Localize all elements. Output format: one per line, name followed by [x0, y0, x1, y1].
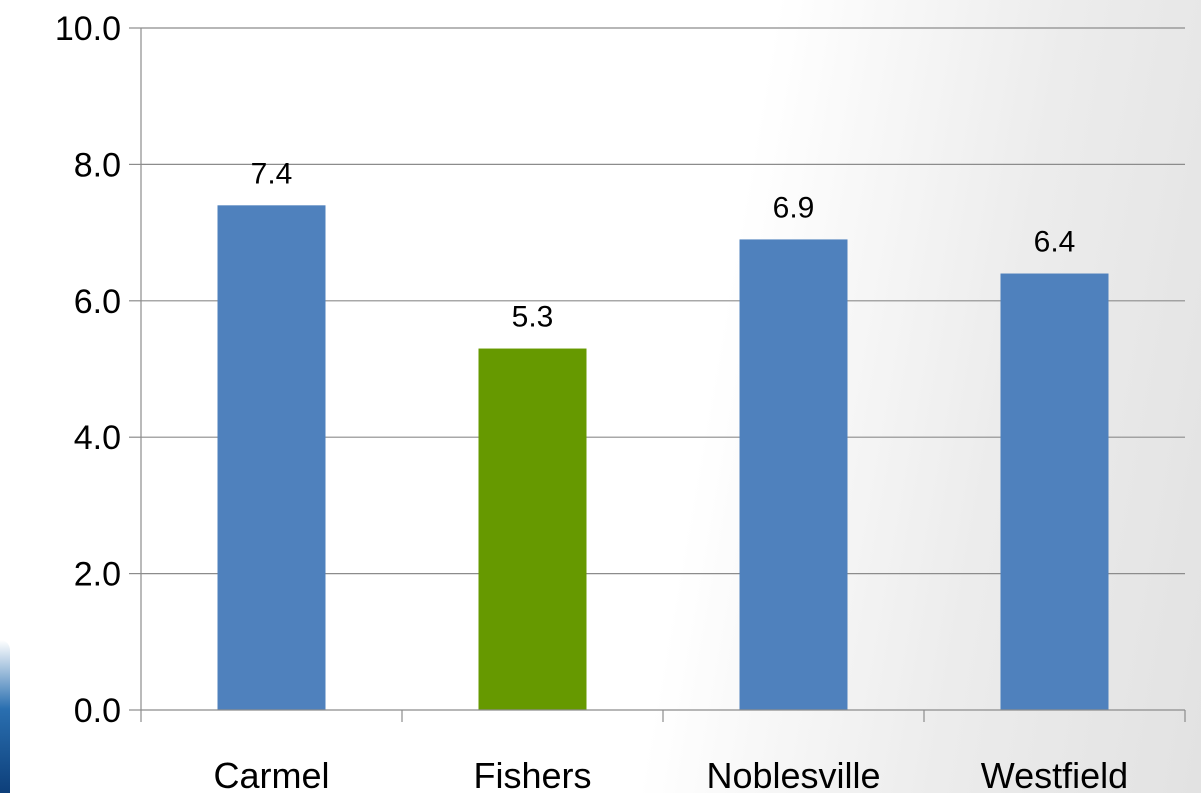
value-label: 6.9	[773, 191, 815, 224]
bar-carmel	[217, 205, 326, 710]
y-tick-label: 10.0	[55, 10, 121, 48]
x-axis-labels: Carmel Fishers Noblesville Westfield	[213, 755, 1128, 793]
bar-fishers	[478, 348, 587, 710]
value-label: 6.4	[1034, 226, 1076, 259]
value-label: 7.4	[251, 157, 293, 190]
y-tick-label: 4.0	[74, 419, 121, 457]
category-label: Westfield	[981, 755, 1128, 793]
axes	[129, 27, 1186, 722]
category-label: Noblesville	[706, 755, 880, 793]
bar-noblesville	[739, 239, 848, 711]
category-label: Carmel	[213, 755, 329, 793]
y-axis-ticks: 0.0 2.0 4.0 6.0 8.0 10.0	[55, 10, 121, 730]
corner-accent	[0, 640, 10, 793]
bars	[217, 205, 1109, 711]
y-tick-label: 2.0	[74, 556, 121, 594]
y-tick-label: 0.0	[74, 692, 121, 730]
category-label: Fishers	[473, 755, 591, 793]
value-label: 5.3	[512, 301, 554, 334]
y-tick-label: 6.0	[74, 283, 121, 321]
bar-westfield	[1000, 273, 1109, 710]
y-tick-label: 8.0	[74, 146, 121, 184]
value-labels: 7.4 5.3 6.9 6.4	[251, 157, 1076, 333]
